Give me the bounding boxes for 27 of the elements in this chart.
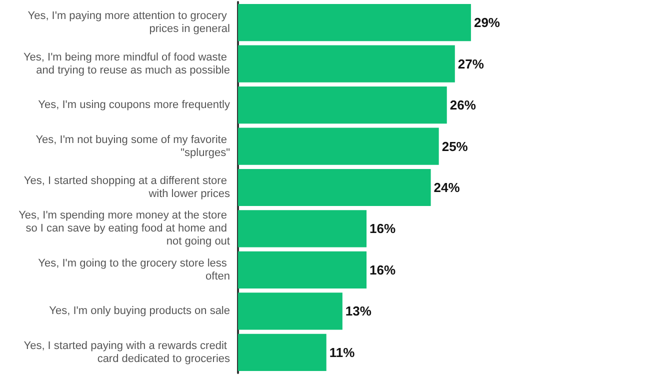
data-label: 26% bbox=[450, 98, 476, 113]
y-tick-label: Yes, I'm not buying some of my favorite "splurges" bbox=[36, 134, 230, 159]
data-label: 27% bbox=[458, 56, 484, 72]
y-tick-label: Yes, I'm only buying products on sale bbox=[49, 305, 230, 318]
y-tick-label: Yes, I'm paying more attention to grocery prices in general bbox=[28, 10, 230, 36]
data-label: 13% bbox=[345, 304, 372, 319]
y-tick-label: Yes, I'm being more mindful of food waste and trying to reuse as much as possible bbox=[23, 51, 230, 76]
bar bbox=[238, 45, 455, 82]
bar bbox=[238, 251, 367, 288]
bar bbox=[238, 168, 431, 206]
y-tick-label: Yes, I'm using coupons more frequently bbox=[38, 99, 230, 112]
bar bbox=[238, 210, 367, 248]
y-tick-label: Yes, I'm spending more money at the store so I can save by eating food at home and not going out bbox=[18, 210, 230, 248]
y-tick-label: Yes, I started paying with a rewards credit card dedicated to groceries bbox=[24, 340, 230, 365]
data-label: 16% bbox=[370, 262, 396, 278]
bar bbox=[238, 86, 447, 124]
bar bbox=[238, 334, 326, 371]
y-tick-label: Yes, I started shopping at a different store with lower prices bbox=[24, 175, 230, 200]
bar bbox=[238, 292, 342, 330]
data-label: 11% bbox=[329, 344, 356, 360]
data-label: 24% bbox=[434, 180, 460, 195]
bar bbox=[238, 128, 439, 165]
y-tick-label: Yes, I'm going to the grocery store less often bbox=[38, 257, 230, 282]
data-label: 29% bbox=[474, 15, 500, 30]
data-label: 25% bbox=[442, 138, 468, 154]
data-label: 16% bbox=[370, 221, 396, 236]
bar bbox=[238, 4, 471, 42]
